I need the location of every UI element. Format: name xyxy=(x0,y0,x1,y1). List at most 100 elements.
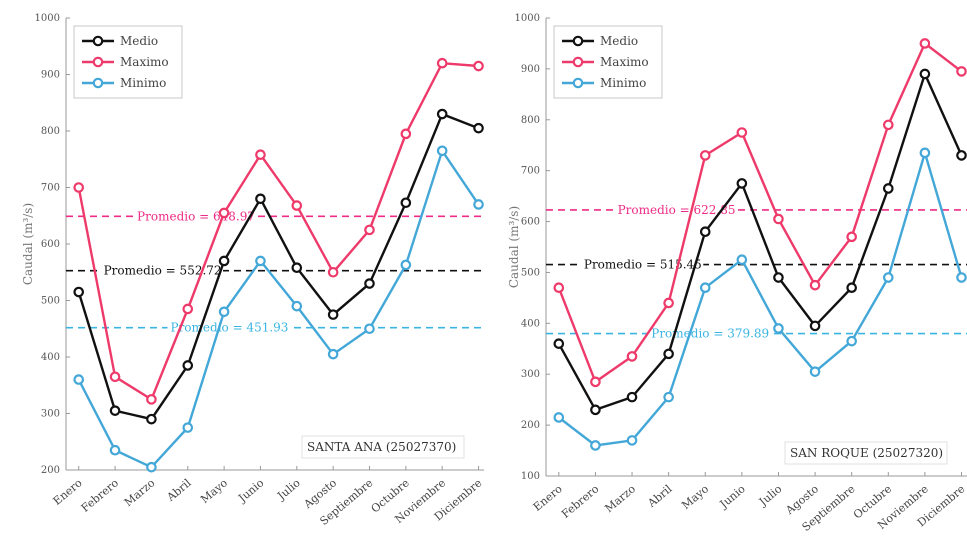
data-point-minimo xyxy=(773,323,784,334)
data-point-maximo xyxy=(109,371,121,383)
data-point-maximo xyxy=(553,282,565,294)
data-point-medio xyxy=(73,286,85,298)
data-point-minimo xyxy=(919,147,931,159)
y-tick-label: 700 xyxy=(521,166,540,177)
x-tick-label: Marzo xyxy=(602,482,638,515)
y-tick-label: 400 xyxy=(521,318,540,329)
legend-label-medio: Medio xyxy=(600,34,638,48)
y-tick-label: 500 xyxy=(41,296,60,307)
series-line-maximo xyxy=(557,41,963,384)
data-point-minimo xyxy=(400,259,412,271)
series-line-minimo xyxy=(77,148,480,469)
y-tick-label: 700 xyxy=(41,183,60,194)
y-tick-label: 900 xyxy=(41,70,60,81)
average-label: Promedio = 622.85 xyxy=(618,203,736,217)
data-point-minimo xyxy=(590,440,601,451)
data-point-minimo xyxy=(956,272,967,283)
y-axis-label: Caudal (m³/s) xyxy=(507,206,521,288)
chart-2: 1002003004005006007008009001000EneroFebr… xyxy=(507,13,967,534)
legend-label-medio: Medio xyxy=(120,34,158,48)
data-point-maximo xyxy=(663,297,674,309)
y-tick-label: 800 xyxy=(521,115,540,126)
data-point-minimo xyxy=(109,444,121,456)
y-tick-label: 500 xyxy=(521,267,540,278)
y-tick-label: 900 xyxy=(521,64,540,75)
data-point-minimo xyxy=(436,145,448,157)
average-label-bg xyxy=(648,324,771,342)
x-tick-label: Abril xyxy=(645,482,675,510)
data-point-minimo xyxy=(218,306,230,318)
data-point-medio xyxy=(218,255,230,267)
data-point-minimo xyxy=(736,254,748,266)
y-tick-label: 100 xyxy=(521,471,540,482)
data-point-maximo xyxy=(146,394,157,405)
series-line-maximo xyxy=(77,61,479,402)
series-line-medio xyxy=(557,70,963,412)
x-tick-label: Febrero xyxy=(79,476,122,515)
data-point-medio xyxy=(956,150,967,161)
data-point-maximo xyxy=(327,266,339,278)
x-tick-label: Julio xyxy=(756,482,785,509)
series-line-medio xyxy=(77,112,479,421)
average-label-bg xyxy=(167,318,290,336)
legend-label-minimo: Minimo xyxy=(120,76,166,90)
average-label: Promedio = 648.97 xyxy=(137,209,255,223)
legend-marker-medio xyxy=(572,35,584,47)
data-point-medio xyxy=(327,309,339,320)
data-point-maximo xyxy=(626,351,638,362)
x-tick-label: Abril xyxy=(164,476,194,504)
data-point-medio xyxy=(436,108,448,120)
data-point-minimo xyxy=(182,422,194,433)
data-point-minimo xyxy=(473,199,484,210)
data-point-medio xyxy=(400,197,412,209)
data-point-maximo xyxy=(473,60,484,72)
data-point-maximo xyxy=(773,213,784,225)
chart-1: 2003004005006007008009001000EneroFebrero… xyxy=(21,13,484,528)
data-point-medio xyxy=(919,68,931,80)
legend-label-maximo: Maximo xyxy=(600,55,649,69)
legend-marker-maximo xyxy=(572,56,584,68)
average-label-bg xyxy=(100,261,224,279)
series-line-minimo xyxy=(558,148,963,447)
data-point-medio xyxy=(255,193,266,205)
data-point-minimo xyxy=(809,366,821,377)
station-label: SAN ROQUE (25027320) xyxy=(790,446,943,460)
station-box xyxy=(301,435,465,459)
data-point-medio xyxy=(291,262,303,274)
y-tick-label: 600 xyxy=(41,239,60,250)
y-tick-label: 300 xyxy=(521,369,540,380)
data-point-minimo xyxy=(553,412,565,423)
x-tick-label: Junio xyxy=(235,476,266,505)
station-label: SANTA ANA (25027370) xyxy=(307,440,456,454)
y-tick-label: 1000 xyxy=(35,13,60,24)
x-tick-label: Julio xyxy=(274,476,303,503)
legend-marker-maximo xyxy=(92,56,104,68)
data-point-maximo xyxy=(882,119,894,131)
data-point-maximo xyxy=(736,127,748,138)
data-point-minimo xyxy=(255,255,266,267)
average-label-bg xyxy=(580,255,704,273)
data-point-medio xyxy=(626,391,638,403)
x-tick-label: Junio xyxy=(717,482,748,511)
data-point-minimo xyxy=(882,272,894,283)
data-point-minimo xyxy=(663,391,674,403)
station-box xyxy=(784,441,948,465)
data-point-maximo xyxy=(919,38,931,49)
data-point-minimo xyxy=(146,461,157,473)
legend-marker-minimo xyxy=(92,77,104,89)
data-point-maximo xyxy=(809,279,821,291)
data-point-maximo xyxy=(182,303,194,315)
x-tick-label: Mayo xyxy=(679,482,711,512)
data-point-maximo xyxy=(400,128,412,140)
data-point-medio xyxy=(663,348,674,360)
data-point-medio xyxy=(846,282,857,294)
data-point-maximo xyxy=(364,224,375,236)
y-tick-label: 1000 xyxy=(515,13,540,24)
data-point-medio xyxy=(590,404,601,416)
data-point-medio xyxy=(109,405,121,416)
data-point-minimo xyxy=(291,300,303,312)
data-point-medio xyxy=(182,360,194,371)
y-tick-label: 200 xyxy=(521,420,540,431)
